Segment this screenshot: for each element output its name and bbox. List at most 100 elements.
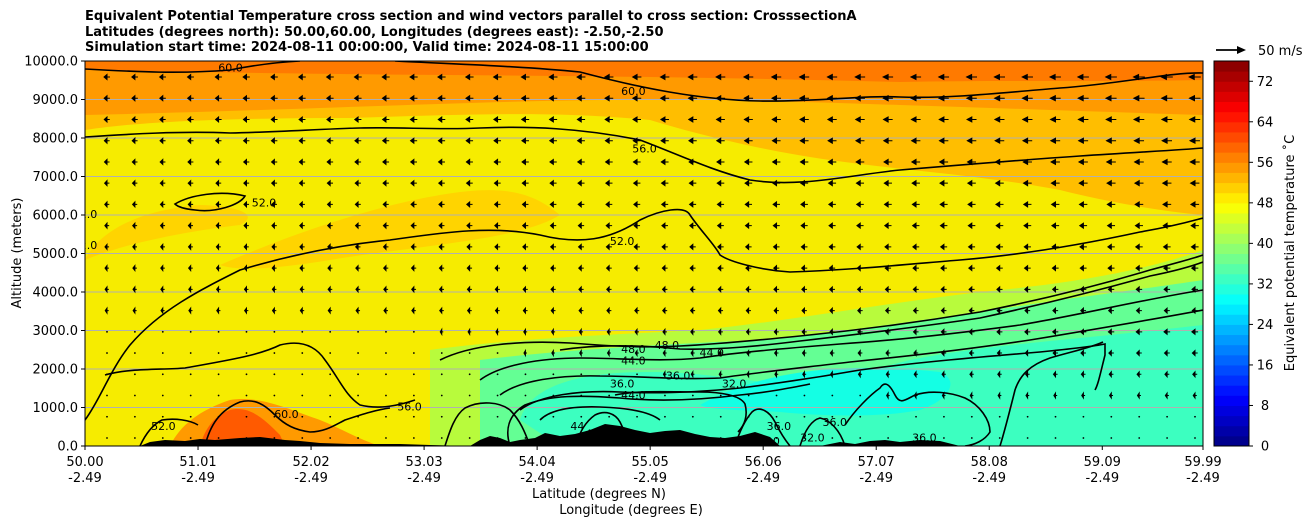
wind-vector: [465, 116, 474, 123]
wind-vector: [771, 158, 781, 166]
wind-vector: [468, 415, 471, 418]
wind-vector: [829, 349, 835, 357]
wind-vector: [775, 437, 778, 439]
wind-vector: [633, 243, 640, 251]
wind-vector: [803, 437, 806, 439]
x-tick-label-lon: -2.49: [746, 471, 780, 486]
wind-vector: [970, 437, 973, 439]
wind-vector: [771, 94, 782, 102]
wind-vector: [968, 306, 975, 315]
wind-vector: [133, 352, 136, 354]
x-tick-label-lat: 51.01: [179, 455, 216, 470]
wind-vector: [1049, 116, 1061, 123]
wind-vector: [803, 415, 806, 418]
wind-vector: [106, 415, 108, 418]
x-tick-label-lat: 54.04: [519, 455, 556, 470]
wind-vector: [941, 391, 946, 400]
wind-vector: [1191, 306, 1198, 315]
wind-vector: [1024, 370, 1030, 379]
wind-vector: [357, 437, 359, 439]
wind-vector: [664, 394, 666, 397]
wind-vector: [552, 415, 555, 418]
wind-vector: [744, 200, 753, 208]
wind-vector: [524, 373, 527, 376]
x-tick-label-lon: -2.49: [181, 471, 215, 486]
quiver-key-label: 50 m/s: [1258, 44, 1303, 59]
wind-vector: [187, 243, 193, 251]
y-tick-label: 10000.0: [24, 55, 78, 70]
wind-vector: [717, 306, 724, 315]
wind-vector: [1188, 116, 1201, 123]
wind-vector: [576, 116, 586, 123]
wind-vector: [412, 394, 415, 397]
wind-vector: [799, 137, 809, 145]
wind-vector: [912, 285, 919, 293]
wind-vector: [855, 158, 865, 166]
wind-vector: [439, 306, 444, 315]
wind-vector: [161, 437, 164, 439]
wind-vector: [719, 415, 722, 418]
wind-vector: [911, 200, 920, 208]
wind-vector: [577, 179, 585, 187]
wind-vector: [494, 264, 500, 272]
wind-vector: [493, 179, 501, 187]
wind-vector: [1108, 391, 1114, 400]
wind-vector: [385, 394, 387, 397]
wind-vector: [690, 370, 695, 379]
wind-vector: [131, 73, 138, 81]
wind-vector: [522, 306, 528, 315]
wind-vector: [104, 221, 110, 230]
wind-vector: [383, 285, 389, 294]
wind-vector: [1079, 243, 1087, 251]
colorbar-tick-label: 0: [1261, 440, 1269, 455]
wind-vector: [385, 373, 387, 376]
wind-vector: [1136, 391, 1141, 400]
contour-label: 48.0: [655, 339, 680, 352]
wind-vector: [298, 158, 306, 166]
wind-vector: [217, 373, 220, 376]
wind-vector: [1163, 264, 1171, 272]
wind-vector: [217, 394, 220, 397]
wind-vector: [941, 349, 947, 357]
x-tick-label-lat: 52.02: [292, 455, 329, 470]
wind-vector: [494, 243, 501, 251]
wind-vector: [468, 437, 471, 439]
wind-vector: [355, 285, 361, 294]
wind-vector: [803, 394, 806, 397]
wind-vector: [798, 73, 810, 81]
wind-vector: [998, 437, 1001, 439]
wind-vector: [353, 115, 362, 123]
wind-vector: [132, 306, 137, 315]
wind-vector: [158, 73, 166, 81]
contour-label: 52.0: [252, 196, 277, 209]
fill-band-28-32: [700, 367, 951, 416]
wind-vector: [1190, 243, 1199, 251]
colorbar-tick-label: 16: [1257, 358, 1274, 373]
wind-vector: [1022, 179, 1032, 187]
wind-vector: [354, 200, 361, 209]
colorbar-band: [1214, 71, 1249, 82]
colorbar-band: [1214, 314, 1249, 325]
contour-label: 44: [570, 420, 584, 433]
wind-vector: [106, 394, 108, 397]
wind-vector: [301, 437, 304, 439]
wind-vector: [271, 264, 277, 272]
wind-vector: [438, 222, 445, 230]
wind-vector: [243, 221, 249, 230]
wind-vector: [1051, 285, 1059, 293]
wind-vector: [1026, 437, 1029, 439]
wind-vector: [910, 116, 921, 123]
wind-vector: [189, 352, 192, 354]
wind-vector: [104, 200, 110, 209]
colorbar-band: [1214, 121, 1249, 133]
x-tick-label-lat: 59.09: [1084, 455, 1121, 470]
wind-vector: [440, 437, 443, 439]
wind-vector: [943, 415, 945, 418]
wind-vector: [1107, 264, 1115, 272]
wind-vector: [577, 222, 585, 230]
wind-vector: [939, 243, 948, 251]
wind-vector: [1135, 306, 1142, 315]
contour-label: 52.0: [73, 239, 98, 252]
wind-vector: [301, 373, 304, 376]
contour-44-b: [499, 309, 1203, 396]
